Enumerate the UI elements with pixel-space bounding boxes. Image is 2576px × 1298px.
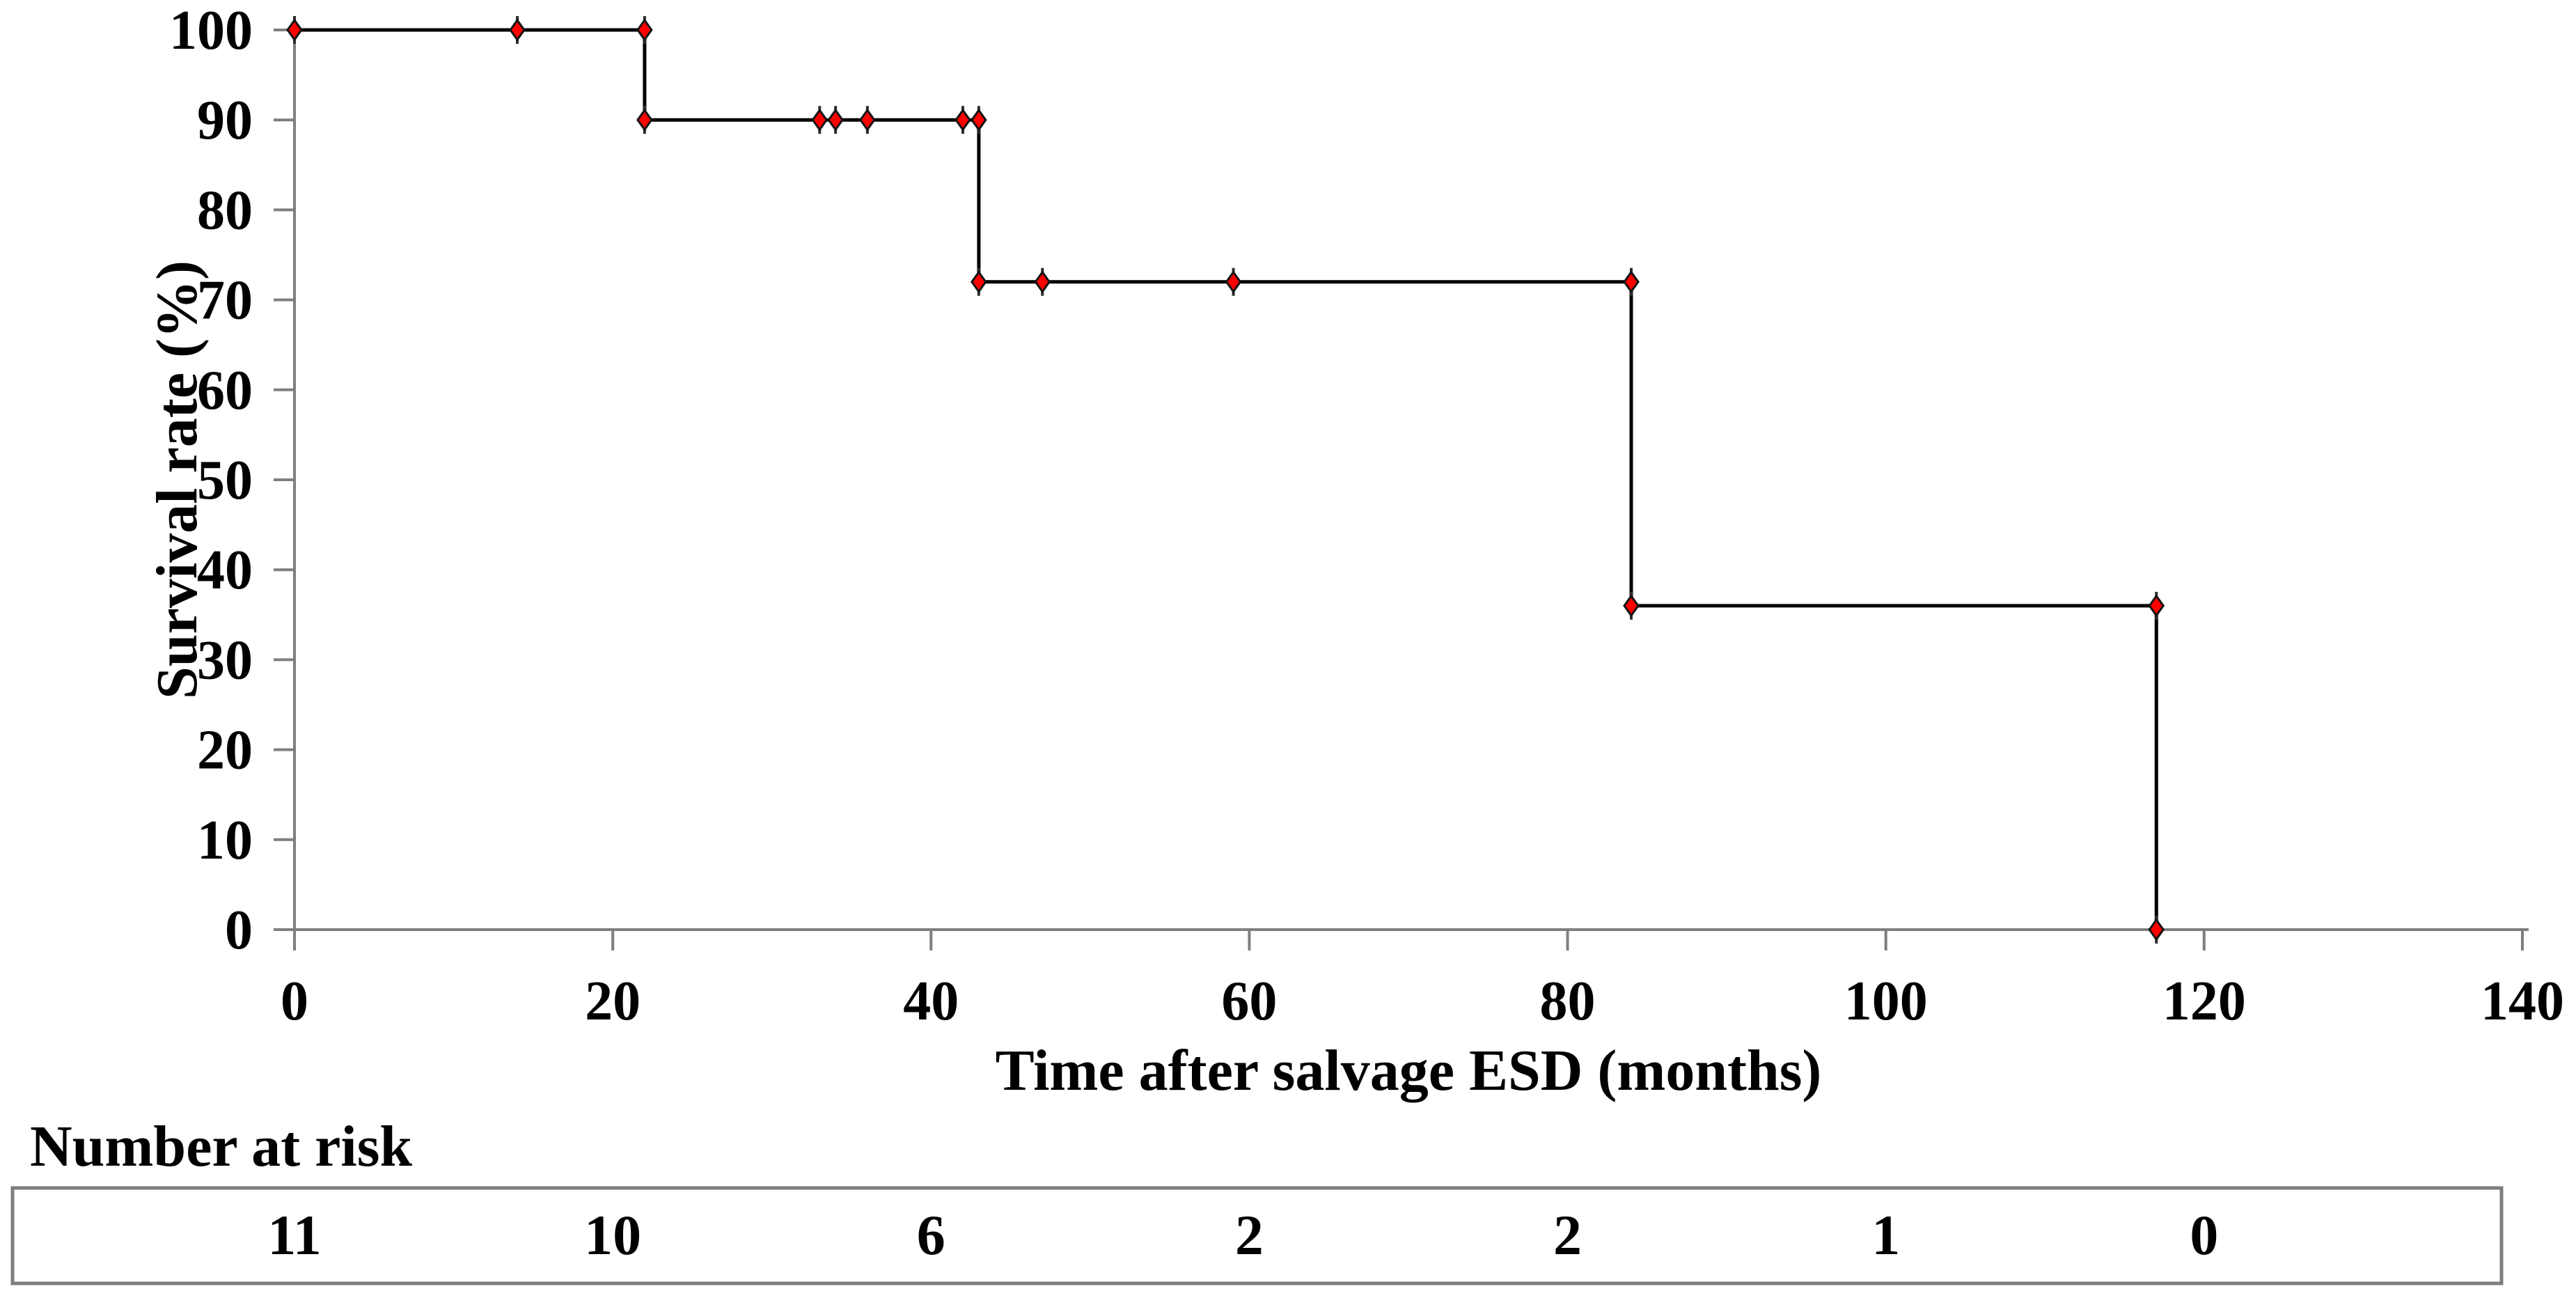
- marker-diamond: [1225, 270, 1242, 294]
- y-tick-label: 60: [197, 360, 253, 421]
- y-tick-label: 80: [197, 180, 253, 241]
- data-point-marker: [1034, 267, 1051, 296]
- y-tick-label: 90: [197, 90, 253, 151]
- y-tick-label: 20: [197, 720, 253, 781]
- y-tick-label: 40: [197, 540, 253, 601]
- data-point-marker: [636, 106, 653, 134]
- marker-diamond: [859, 108, 876, 132]
- data-point-marker: [827, 106, 844, 134]
- risk-value: 6: [917, 1203, 945, 1267]
- risk-value: 10: [584, 1203, 641, 1267]
- x-tick-label: 60: [1221, 971, 1277, 1032]
- y-tick-label: 0: [225, 900, 253, 961]
- data-point-marker: [1623, 591, 1640, 620]
- marker-diamond: [1623, 270, 1640, 294]
- marker-diamond: [286, 18, 303, 42]
- data-point-marker: [2148, 916, 2165, 944]
- x-tick-label: 120: [2162, 971, 2246, 1032]
- marker-diamond: [1623, 594, 1640, 618]
- x-tick-label: 100: [1844, 971, 1928, 1032]
- data-point-marker: [859, 106, 876, 134]
- x-axis-title: Time after salvage ESD (months): [996, 1038, 1822, 1103]
- x-tick-label: 140: [2481, 971, 2564, 1032]
- y-tick-label: 100: [169, 0, 253, 61]
- marker-diamond: [2148, 918, 2165, 941]
- curve-layer: [294, 28, 2158, 930]
- marker-diamond: [636, 18, 653, 42]
- y-axis-title: Survival rate (%): [145, 260, 210, 699]
- marker-diamond: [955, 108, 971, 132]
- risk-table-box: [10, 1186, 2504, 1285]
- data-point-marker: [1225, 267, 1242, 296]
- data-point-marker: [955, 106, 971, 134]
- risk-values-layer: 11 10 6 2 2 1 0: [267, 1203, 2218, 1267]
- risk-value: 0: [2190, 1203, 2218, 1267]
- data-point-marker: [509, 16, 526, 44]
- marker-diamond: [636, 108, 653, 132]
- x-tick-label: 20: [585, 971, 641, 1032]
- y-tick-label: 50: [197, 450, 253, 511]
- marker-diamond: [1034, 270, 1051, 294]
- risk-value: 11: [267, 1203, 321, 1267]
- x-tick-label: 40: [903, 971, 959, 1032]
- risk-value: 2: [1553, 1203, 1582, 1267]
- data-point-marker: [2148, 591, 2165, 620]
- data-point-marker: [636, 16, 653, 44]
- data-point-marker: [1623, 267, 1640, 296]
- y-tick-label: 30: [197, 630, 253, 691]
- axes-layer: 0 10 20 30 40 50 60 70 80 90 100 0 20 40 60 80 100 120 140: [169, 0, 2564, 1032]
- marker-diamond: [2148, 594, 2165, 618]
- risk-value: 2: [1235, 1203, 1264, 1267]
- data-point-marker: [971, 106, 987, 134]
- risk-table-title: Number at risk: [30, 1114, 412, 1179]
- survival-curve: [294, 28, 2158, 930]
- y-tick-label: 70: [197, 270, 253, 331]
- data-point-marker: [811, 106, 828, 134]
- marker-diamond: [971, 108, 987, 132]
- x-tick-label: 80: [1540, 971, 1596, 1032]
- data-point-marker: [286, 16, 303, 44]
- marker-diamond: [811, 108, 828, 132]
- marker-diamond: [827, 108, 844, 132]
- data-point-marker: [971, 267, 987, 296]
- marker-diamond: [509, 18, 526, 42]
- marker-layer: [286, 16, 2165, 944]
- marker-diamond: [971, 270, 987, 294]
- y-tick-label: 10: [197, 810, 253, 871]
- risk-value: 1: [1871, 1203, 1900, 1267]
- x-tick-label: 0: [281, 971, 308, 1032]
